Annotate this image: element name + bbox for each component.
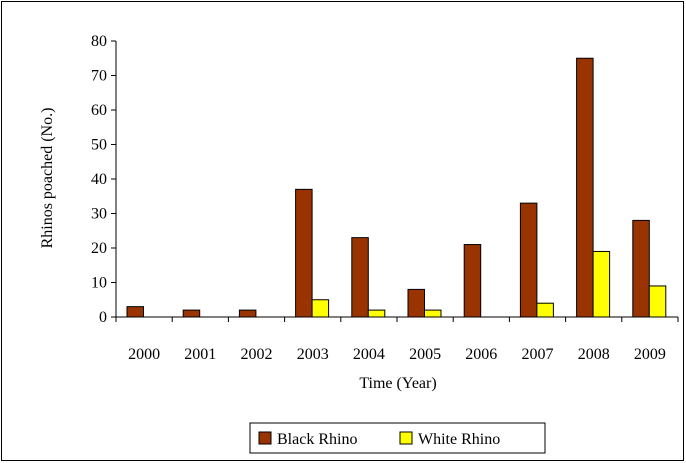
y-tick-label: 70 [91,68,107,85]
y-tick-label: 30 [91,206,107,223]
x-tick-label: 2005 [409,346,441,363]
legend-label: Black Rhino [277,431,357,448]
bar-black-rhino-2003 [295,188,313,318]
bar-white-rhino-2008 [592,250,611,318]
x-tick-label: 2008 [578,346,610,363]
y-tick-label: 10 [91,275,107,292]
x-tick-label: 2004 [353,346,385,363]
y-tick-label: 0 [99,309,107,326]
legend-swatch [399,431,413,445]
y-axis-label: Rhinos poached (No.) [39,108,56,249]
x-axis-label: Time (Year) [359,375,436,392]
bar-white-rhino-2004 [367,309,386,318]
bar-white-rhino-2005 [424,309,442,318]
y-tick-label: 40 [91,171,107,188]
legend-swatch [258,431,272,445]
y-tick-label: 80 [91,33,107,50]
x-tick-label: 2007 [522,346,554,363]
x-tick-label: 2001 [184,346,216,363]
bar-black-rhino-2000 [126,306,144,318]
bar-black-rhino-2001 [182,309,201,318]
legend: Black Rhino White Rhino [249,422,546,454]
x-tick-label: 2006 [465,346,497,363]
y-tick-label: 50 [91,137,107,154]
bar-black-rhino-2008 [576,57,594,318]
bar-black-rhino-2007 [519,202,538,318]
y-tick-label: 60 [91,102,107,119]
bar-black-rhino-2004 [351,237,369,318]
bar-black-rhino-2002 [238,309,257,318]
bar-white-rhino-2007 [536,302,554,318]
legend-label: White Rhino [418,431,500,448]
x-tick-label: 2009 [634,346,666,363]
x-tick-label: 2000 [128,346,160,363]
x-tick-label: 2002 [241,346,273,363]
plot-area: 0 10 20 30 40 50 60 70 80 2000 2001 2002 2003 2004 200… [91,33,679,363]
bar-white-rhino-2003 [311,299,330,318]
bar-white-rhino-2009 [648,285,667,318]
bar-black-rhino-2006 [463,244,482,318]
bar-black-rhino-2009 [632,219,650,318]
bar-black-rhino-2005 [407,288,425,318]
legend-box [249,422,546,454]
y-tick-label: 20 [91,240,107,257]
x-tick-label: 2003 [297,346,329,363]
